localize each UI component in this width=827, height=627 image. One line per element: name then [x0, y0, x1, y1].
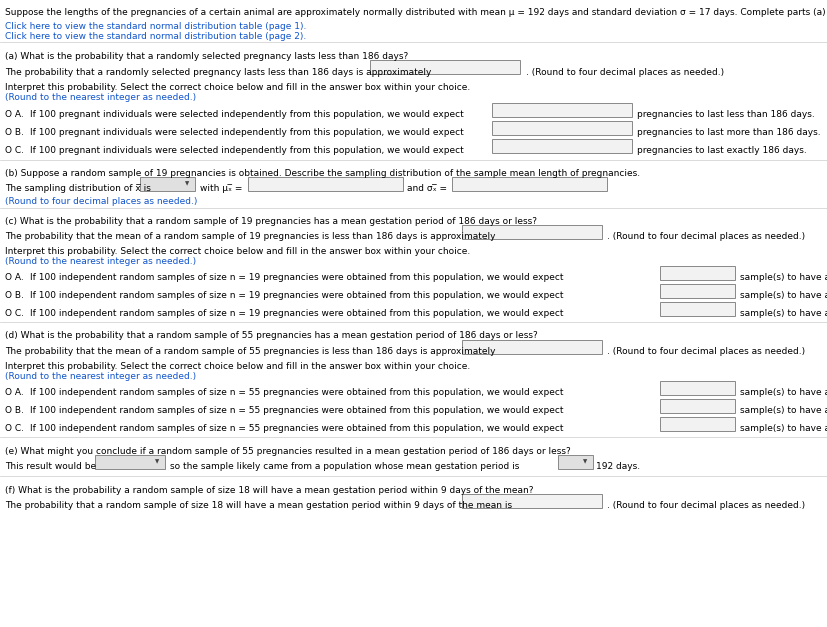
Text: If 100 independent random samples of size n = 19 pregnancies were obtained from : If 100 independent random samples of siz…: [30, 273, 563, 282]
Bar: [95, 455, 165, 469]
Text: so the sample likely came from a population whose mean gestation period is: so the sample likely came from a populat…: [170, 462, 519, 471]
Text: Interpret this probability. Select the correct choice below and fill in the answ: Interpret this probability. Select the c…: [5, 362, 470, 371]
Text: . (Round to four decimal places as needed.): . (Round to four decimal places as neede…: [606, 501, 804, 510]
Text: sample(s) to have a sample mean of 186 days or more.: sample(s) to have a sample mean of 186 d…: [739, 309, 827, 318]
Text: . (Round to four decimal places as needed.): . (Round to four decimal places as neede…: [606, 347, 804, 356]
Bar: [557, 455, 592, 469]
Bar: [659, 381, 734, 395]
Text: pregnancies to last less than 186 days.: pregnancies to last less than 186 days.: [636, 110, 814, 119]
Text: ▼: ▼: [155, 460, 159, 465]
Text: sample(s) to have a sample mean of exactly 186 days.: sample(s) to have a sample mean of exact…: [739, 273, 827, 282]
Bar: [461, 494, 601, 508]
Text: sample(s) to have a sample mean of 186 days or less.: sample(s) to have a sample mean of 186 d…: [739, 291, 827, 300]
Text: sample(s) to have a sample mean of 186 days or more.: sample(s) to have a sample mean of 186 d…: [739, 388, 827, 397]
Bar: [248, 177, 403, 191]
Text: Click here to view the standard normal distribution table (page 1).: Click here to view the standard normal d…: [5, 22, 306, 31]
Text: ▼: ▼: [582, 460, 586, 465]
Bar: [461, 225, 601, 239]
Text: (Round to the nearest integer as needed.): (Round to the nearest integer as needed.…: [5, 372, 196, 381]
Bar: [370, 60, 519, 74]
Text: (d) What is the probability that a random sample of 55 pregnancies has a mean ge: (d) What is the probability that a rando…: [5, 331, 537, 340]
Text: This result would be: This result would be: [5, 462, 96, 471]
Text: If 100 independent random samples of size n = 19 pregnancies were obtained from : If 100 independent random samples of siz…: [30, 291, 563, 300]
Text: The probability that the mean of a random sample of 55 pregnancies is less than : The probability that the mean of a rando…: [5, 347, 495, 356]
Text: The probability that the mean of a random sample of 19 pregnancies is less than : The probability that the mean of a rando…: [5, 232, 495, 241]
Bar: [491, 121, 631, 135]
Text: O B.: O B.: [5, 291, 24, 300]
Text: (a) What is the probability that a randomly selected pregnancy lasts less than 1: (a) What is the probability that a rando…: [5, 52, 408, 61]
Text: 192 days.: 192 days.: [595, 462, 639, 471]
Text: If 100 pregnant individuals were selected independently from this population, we: If 100 pregnant individuals were selecte…: [30, 146, 463, 155]
Bar: [452, 177, 606, 191]
Text: . (Round to four decimal places as needed.): . (Round to four decimal places as neede…: [525, 68, 724, 77]
Text: (f) What is the probability a random sample of size 18 will have a mean gestatio: (f) What is the probability a random sam…: [5, 486, 533, 495]
Bar: [461, 340, 601, 354]
Text: O A.: O A.: [5, 110, 24, 119]
Text: If 100 pregnant individuals were selected independently from this population, we: If 100 pregnant individuals were selecte…: [30, 128, 463, 137]
Text: O A.: O A.: [5, 273, 24, 282]
Text: O C.: O C.: [5, 309, 24, 318]
Text: pregnancies to last more than 186 days.: pregnancies to last more than 186 days.: [636, 128, 820, 137]
Text: (b) Suppose a random sample of 19 pregnancies is obtained. Describe the sampling: (b) Suppose a random sample of 19 pregna…: [5, 169, 639, 178]
Text: O C.: O C.: [5, 424, 24, 433]
Bar: [659, 417, 734, 431]
Text: with μₓ̅ =: with μₓ̅ =: [200, 184, 242, 193]
Text: sample(s) to have a sample mean of exactly 186 days.: sample(s) to have a sample mean of exact…: [739, 424, 827, 433]
Text: The probability that a randomly selected pregnancy lasts less than 186 days is a: The probability that a randomly selected…: [5, 68, 431, 77]
Bar: [659, 399, 734, 413]
Bar: [659, 284, 734, 298]
Text: sample(s) to have a sample mean of 186 days or less.: sample(s) to have a sample mean of 186 d…: [739, 406, 827, 415]
Text: (c) What is the probability that a random sample of 19 pregnancies has a mean ge: (c) What is the probability that a rando…: [5, 217, 537, 226]
Text: O A.: O A.: [5, 388, 24, 397]
Text: If 100 pregnant individuals were selected independently from this population, we: If 100 pregnant individuals were selecte…: [30, 110, 463, 119]
Text: pregnancies to last exactly 186 days.: pregnancies to last exactly 186 days.: [636, 146, 805, 155]
Text: The sampling distribution of x̅ is: The sampling distribution of x̅ is: [5, 184, 151, 193]
Text: If 100 independent random samples of size n = 55 pregnancies were obtained from : If 100 independent random samples of siz…: [30, 388, 563, 397]
Bar: [140, 177, 195, 191]
Text: The probability that a random sample of size 18 will have a mean gestation perio: The probability that a random sample of …: [5, 501, 512, 510]
Bar: [659, 302, 734, 316]
Text: O B.: O B.: [5, 128, 24, 137]
Bar: [491, 139, 631, 153]
Text: (e) What might you conclude if a random sample of 55 pregnancies resulted in a m: (e) What might you conclude if a random …: [5, 447, 570, 456]
Text: If 100 independent random samples of size n = 55 pregnancies were obtained from : If 100 independent random samples of siz…: [30, 424, 563, 433]
Text: (Round to four decimal places as needed.): (Round to four decimal places as needed.…: [5, 197, 197, 206]
Text: If 100 independent random samples of size n = 19 pregnancies were obtained from : If 100 independent random samples of siz…: [30, 309, 563, 318]
Text: Suppose the lengths of the pregnancies of a certain animal are approximately nor: Suppose the lengths of the pregnancies o…: [5, 8, 827, 17]
Text: (Round to the nearest integer as needed.): (Round to the nearest integer as needed.…: [5, 93, 196, 102]
Text: Click here to view the standard normal distribution table (page 2).: Click here to view the standard normal d…: [5, 32, 306, 41]
Text: If 100 independent random samples of size n = 55 pregnancies were obtained from : If 100 independent random samples of siz…: [30, 406, 563, 415]
Text: O C.: O C.: [5, 146, 24, 155]
Text: . (Round to four decimal places as needed.): . (Round to four decimal places as neede…: [606, 232, 804, 241]
Bar: [659, 266, 734, 280]
Text: (Round to the nearest integer as needed.): (Round to the nearest integer as needed.…: [5, 257, 196, 266]
Text: and σₓ̅ =: and σₓ̅ =: [407, 184, 447, 193]
Bar: [491, 103, 631, 117]
Text: O B.: O B.: [5, 406, 24, 415]
Text: Interpret this probability. Select the correct choice below and fill in the answ: Interpret this probability. Select the c…: [5, 83, 470, 92]
Text: ▼: ▼: [184, 181, 189, 186]
Text: Interpret this probability. Select the correct choice below and fill in the answ: Interpret this probability. Select the c…: [5, 247, 470, 256]
